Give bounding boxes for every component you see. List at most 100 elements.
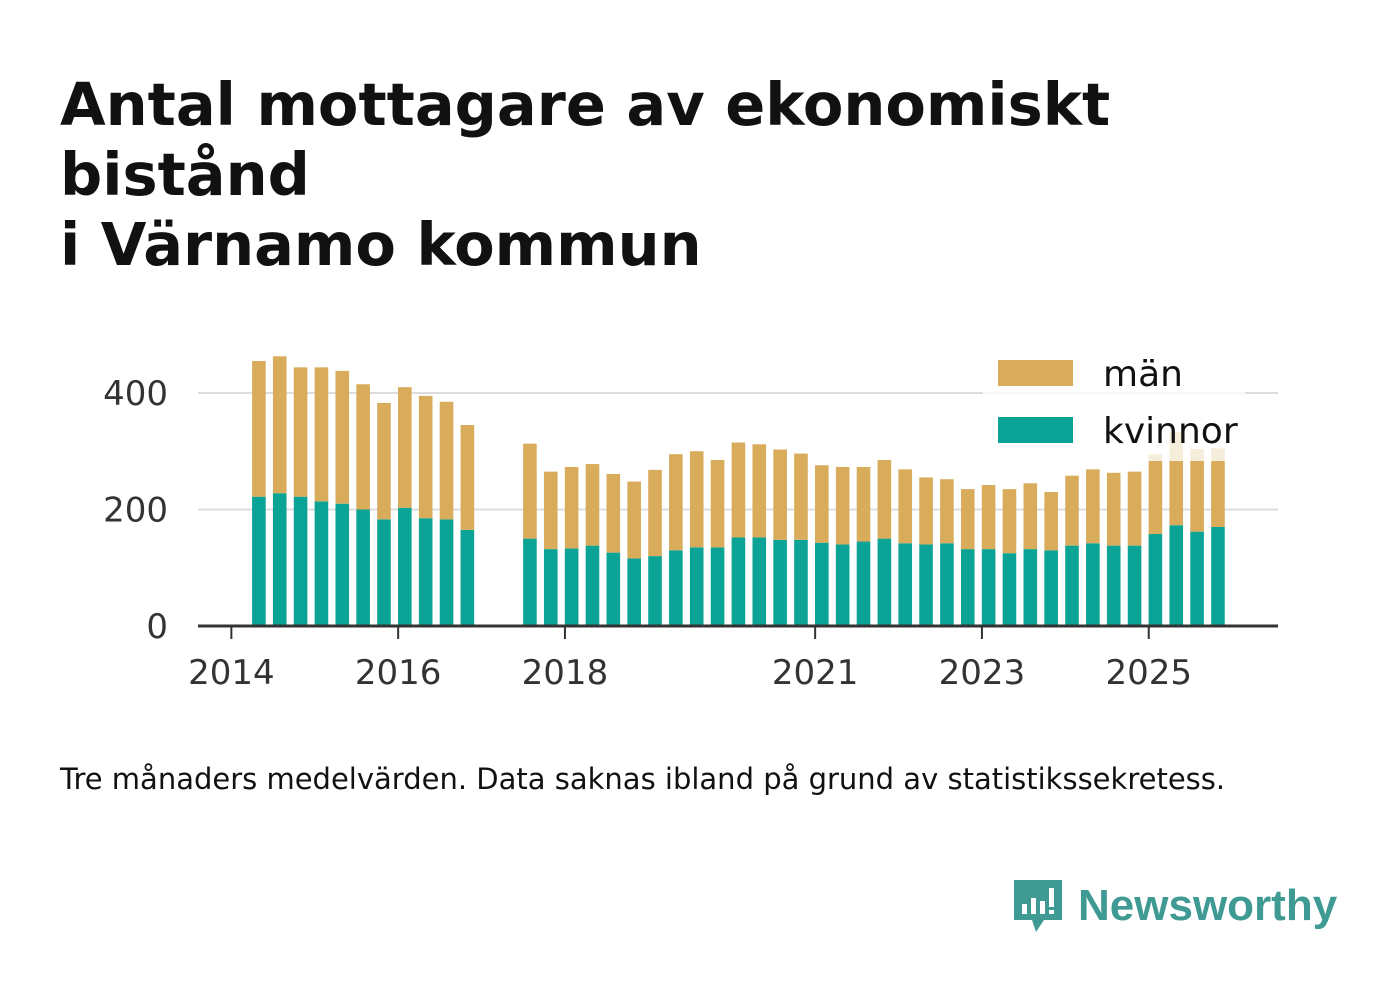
bar-man bbox=[1023, 483, 1038, 550]
bar-man bbox=[252, 360, 266, 497]
bar-man bbox=[1086, 469, 1100, 544]
legend-label-kvinnor: kvinnor bbox=[1103, 411, 1238, 452]
brand-logo: Newsworthy bbox=[1010, 876, 1337, 936]
bar-man bbox=[523, 443, 537, 539]
bar-kvinnor bbox=[1148, 533, 1163, 626]
bar-kvinnor bbox=[1190, 531, 1204, 626]
axes: 0 200 400 2014 2016 2018 2021 2023 2025 bbox=[103, 374, 1278, 693]
bar-kvinnor bbox=[877, 538, 892, 626]
bar-kvinnor bbox=[564, 548, 579, 626]
bar-man bbox=[1211, 448, 1225, 527]
bar-man bbox=[689, 451, 704, 548]
bar-kvinnor bbox=[815, 542, 829, 626]
bar-man bbox=[669, 454, 683, 551]
bar-man bbox=[710, 459, 725, 548]
bar-man bbox=[460, 425, 475, 530]
brand-name: Newsworthy bbox=[1078, 881, 1338, 930]
bar-kvinnor bbox=[418, 518, 433, 626]
y-tick-label: 400 bbox=[103, 374, 168, 414]
bar-man bbox=[960, 489, 975, 550]
bar-kvinnor bbox=[731, 537, 746, 626]
bar-man bbox=[606, 473, 621, 553]
bar-kvinnor bbox=[606, 552, 621, 626]
x-tick-label: 2018 bbox=[522, 653, 609, 693]
bar-man bbox=[1148, 454, 1163, 534]
bar-kvinnor bbox=[585, 545, 600, 626]
bar-kvinnor bbox=[940, 543, 954, 626]
bar-kvinnor bbox=[919, 544, 933, 626]
bar-man bbox=[752, 444, 767, 538]
bar-man bbox=[293, 367, 308, 497]
bar-kvinnor bbox=[1106, 545, 1121, 626]
bar-man bbox=[335, 370, 350, 504]
bar-man bbox=[398, 387, 412, 508]
bar-man bbox=[377, 402, 391, 520]
bar-kvinnor bbox=[439, 519, 454, 626]
bar-kvinnor bbox=[1086, 543, 1100, 626]
bar-kvinnor bbox=[981, 549, 996, 626]
bar-kvinnor bbox=[293, 496, 308, 626]
chart-title: Antal mottagare av ekonomiskt bistånd i … bbox=[60, 70, 1350, 280]
bar-kvinnor bbox=[856, 541, 871, 626]
bar-man bbox=[1190, 448, 1204, 532]
x-tick-label: 2014 bbox=[188, 653, 275, 693]
bar-kvinnor bbox=[752, 537, 767, 626]
bar-kvinnor bbox=[627, 558, 641, 626]
bar-kvinnor bbox=[648, 556, 662, 626]
bar-kvinnor bbox=[377, 519, 391, 626]
bar-man bbox=[356, 384, 370, 510]
bar-kvinnor bbox=[252, 496, 266, 626]
bar-man bbox=[815, 465, 829, 543]
legend-label-man: män bbox=[1103, 354, 1183, 395]
bar-man bbox=[439, 401, 454, 520]
bar-chart-speech-bubble-icon bbox=[1014, 880, 1062, 932]
x-tick-label: 2023 bbox=[939, 653, 1026, 693]
bar-man bbox=[856, 466, 871, 542]
bar-man bbox=[898, 469, 913, 544]
bar-man bbox=[1002, 489, 1017, 554]
bar-kvinnor bbox=[272, 493, 287, 626]
bar-kvinnor bbox=[1169, 525, 1184, 626]
bar-kvinnor bbox=[335, 503, 350, 626]
bar-man bbox=[835, 466, 850, 545]
bar-man bbox=[919, 477, 933, 545]
bar-kvinnor bbox=[1127, 545, 1142, 626]
chart-title-line-2: i Värnamo kommun bbox=[60, 210, 702, 279]
bar-kvinnor bbox=[543, 549, 558, 626]
legend-swatch-kvinnor bbox=[998, 417, 1073, 443]
bar-man bbox=[981, 485, 996, 550]
bars bbox=[252, 356, 1225, 626]
bar-kvinnor bbox=[960, 549, 975, 626]
bar-man bbox=[314, 367, 329, 502]
bar-man bbox=[877, 459, 892, 539]
legend-swatch-man bbox=[998, 360, 1073, 386]
bar-kvinnor bbox=[398, 507, 412, 626]
bar-kvinnor bbox=[1044, 550, 1058, 626]
bar-kvinnor bbox=[835, 544, 850, 626]
bar-man bbox=[773, 449, 787, 540]
bar-man bbox=[418, 395, 433, 519]
y-tick-label: 200 bbox=[103, 491, 168, 531]
bar-kvinnor bbox=[794, 539, 808, 626]
bar-man bbox=[564, 466, 579, 549]
bar-man bbox=[731, 442, 746, 538]
bar-kvinnor bbox=[356, 509, 370, 626]
x-tick-label: 2025 bbox=[1105, 653, 1192, 693]
bar-kvinnor bbox=[1023, 549, 1038, 626]
x-tick-label: 2016 bbox=[355, 653, 442, 693]
bar-kvinnor bbox=[314, 501, 329, 626]
bar-man bbox=[940, 479, 954, 544]
footnote: Tre månaders medelvärden. Data saknas ib… bbox=[60, 762, 1226, 796]
bar-kvinnor bbox=[523, 538, 537, 626]
bar-kvinnor bbox=[773, 539, 787, 626]
bar-kvinnor bbox=[898, 543, 913, 626]
bar-kvinnor bbox=[1002, 553, 1017, 626]
bar-man bbox=[1127, 471, 1142, 546]
bar-man bbox=[627, 481, 641, 559]
bar-kvinnor bbox=[460, 529, 475, 626]
bar-man bbox=[585, 464, 600, 546]
bar-man bbox=[1065, 475, 1079, 546]
bar-man bbox=[543, 471, 558, 550]
x-tick-label: 2021 bbox=[772, 653, 859, 693]
